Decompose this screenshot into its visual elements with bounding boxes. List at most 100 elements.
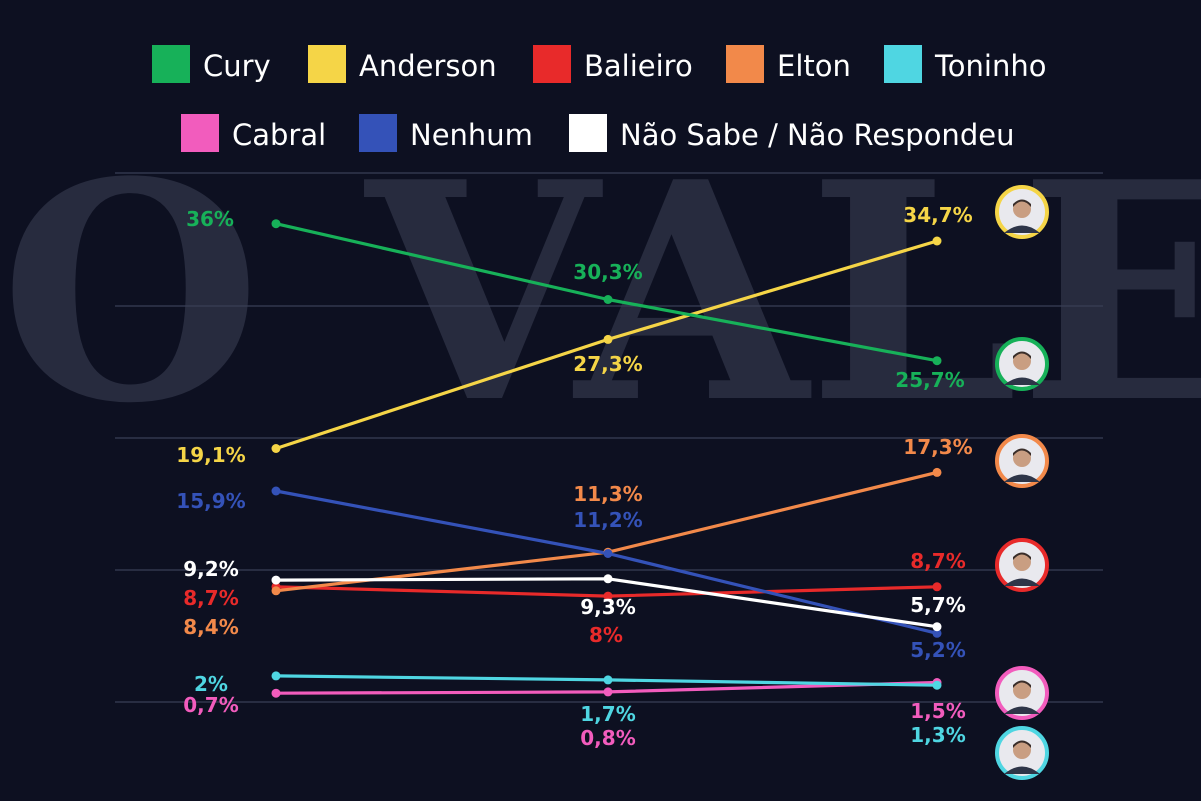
data-label-nenhum: 11,2%: [573, 508, 642, 532]
data-point-toninho: [603, 675, 613, 685]
data-labels: 36% 30,3% 25,7% 19,1% 27,3% 34,7% 8,7% 8% 8,7% 8,…: [176, 203, 972, 750]
data-point-balieiro: [932, 582, 942, 592]
legend-item-cury: Cury: [152, 45, 271, 83]
data-label-anderson: 27,3%: [573, 352, 642, 376]
avatar-face: [1013, 200, 1031, 218]
data-label-toninho: 1,7%: [580, 702, 635, 726]
legend-item-balieiro: Balieiro: [533, 45, 693, 83]
data-label-nao-sabe-nao-respondeu: 9,2%: [183, 557, 238, 581]
legend-swatch: [152, 45, 190, 83]
data-label-cabral: 0,7%: [183, 693, 238, 717]
legend-item-nenhum: Nenhum: [359, 114, 533, 152]
watermark: O VALE: [0, 116, 1201, 469]
legend-swatch: [308, 45, 346, 83]
data-point-toninho: [271, 671, 281, 681]
avatar-toninho: [995, 726, 1049, 780]
data-label-nao-sabe-nao-respondeu: 9,3%: [580, 595, 635, 619]
data-point-nao-sabe-nao-respondeu: [603, 574, 613, 584]
avatar-anderson: [995, 185, 1049, 239]
data-point-elton: [271, 586, 281, 596]
avatar-face: [1013, 741, 1031, 759]
data-point-cabral: [603, 687, 613, 697]
avatar-hair: [1013, 740, 1031, 748]
data-label-cabral: 1,5%: [910, 699, 965, 723]
gridlines: [115, 172, 1103, 703]
data-label-toninho: 1,3%: [910, 723, 965, 747]
data-label-elton: 17,3%: [903, 435, 972, 459]
data-point-anderson: [271, 444, 281, 453]
avatar-body: [1004, 474, 1040, 482]
avatar-hair: [1013, 448, 1031, 456]
data-point-anderson: [932, 236, 942, 246]
candidate-avatars: [995, 185, 1049, 780]
data-label-nao-sabe-nao-respondeu: 5,7%: [910, 593, 965, 617]
avatar-elton: [995, 434, 1049, 488]
legend-label: Não Sabe / Não Respondeu: [620, 118, 1014, 152]
avatar-hair: [1013, 351, 1031, 359]
data-label-elton: 11,3%: [573, 482, 642, 506]
avatar-body: [1004, 377, 1040, 385]
legend-item-cabral: Cabral: [181, 114, 326, 152]
legend-swatch: [359, 114, 397, 152]
data-label-toninho: 2%: [194, 672, 228, 696]
data-label-cury: 25,7%: [895, 368, 964, 392]
legend-item-anderson: Anderson: [308, 45, 497, 83]
data-point-balieiro: [603, 591, 613, 601]
legend-swatch: [884, 45, 922, 83]
data-point-nenhum: [932, 628, 942, 638]
legend-swatch: [181, 114, 219, 152]
data-label-balieiro: 8,7%: [910, 549, 965, 573]
data-point-anderson: [603, 334, 613, 344]
legend-item-elton: Elton: [726, 45, 851, 83]
avatar-face: [1013, 681, 1031, 699]
legend-swatch: [533, 45, 571, 83]
legend-label: Balieiro: [584, 49, 693, 83]
legend-item-toninho: Toninho: [884, 45, 1046, 83]
data-point-cury: [271, 219, 281, 229]
avatar-cabral: [995, 666, 1049, 720]
data-point-toninho: [932, 680, 942, 690]
data-point-cury: [603, 295, 613, 304]
data-label-anderson: 19,1%: [176, 443, 245, 467]
data-point-elton: [932, 467, 942, 477]
data-point-nenhum: [271, 486, 281, 496]
avatar-hair: [1013, 552, 1031, 560]
legend-label: Cury: [203, 49, 271, 83]
data-label-cury: 30,3%: [573, 260, 642, 284]
avatar-body: [1004, 225, 1040, 233]
avatar-balieiro: [995, 538, 1049, 592]
data-label-cury: 36%: [186, 207, 234, 231]
avatar-body: [1004, 578, 1040, 586]
legend-label: Anderson: [359, 49, 497, 83]
data-point-nao-sabe-nao-respondeu: [932, 622, 942, 632]
legend: Cury Anderson Balieiro Elton Toninho Cabral Ne…: [152, 45, 1046, 152]
legend-item-nao-sabe-nao-respondeu: Não Sabe / Não Respondeu: [569, 114, 1014, 152]
data-point-nenhum: [603, 549, 613, 558]
legend-swatch: [569, 114, 607, 152]
legend-swatch: [726, 45, 764, 83]
data-label-cabral: 0,8%: [580, 726, 635, 750]
legend-label: Toninho: [934, 49, 1046, 83]
legend-label: Nenhum: [410, 118, 533, 152]
avatar-face: [1013, 449, 1031, 467]
avatar-cury: [995, 337, 1049, 391]
data-label-balieiro: 8,7%: [183, 586, 238, 610]
legend-label: Elton: [777, 49, 851, 83]
avatar-body: [1004, 766, 1040, 774]
avatar-hair: [1013, 680, 1031, 688]
avatar-body: [1004, 706, 1040, 714]
data-label-balieiro: 8%: [589, 623, 623, 647]
data-label-anderson: 34,7%: [903, 203, 972, 227]
data-label-nenhum: 5,2%: [910, 638, 965, 662]
data-point-nao-sabe-nao-respondeu: [271, 575, 281, 585]
data-label-elton: 8,4%: [183, 615, 238, 639]
avatar-hair: [1013, 199, 1031, 207]
series-points: [271, 219, 942, 698]
data-label-nenhum: 15,9%: [176, 489, 245, 513]
data-point-cabral: [271, 688, 281, 698]
legend-label: Cabral: [232, 118, 326, 152]
data-point-cury: [932, 356, 942, 366]
avatar-face: [1013, 553, 1031, 571]
avatar-face: [1013, 352, 1031, 370]
